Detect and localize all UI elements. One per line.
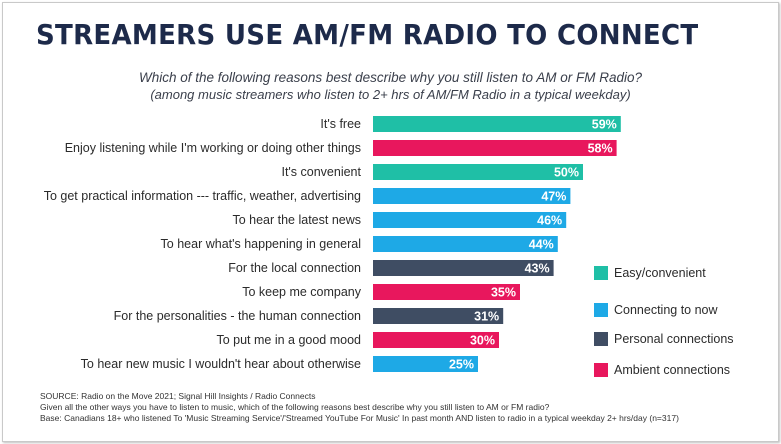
bar-value-label: 25% bbox=[449, 358, 474, 372]
bar bbox=[373, 236, 558, 252]
bar-value-label: 59% bbox=[592, 118, 617, 132]
bar bbox=[373, 188, 571, 204]
bar-value-label: 46% bbox=[537, 214, 562, 228]
bar-value-label: 30% bbox=[470, 334, 495, 348]
category-label: To hear new music I wouldn't hear about … bbox=[81, 357, 361, 371]
legend-swatch-connecting bbox=[594, 303, 608, 317]
bar-value-label: 50% bbox=[554, 166, 579, 180]
chart-subtitle-question: Which of the following reasons best desc… bbox=[139, 70, 642, 85]
bar-value-label: 47% bbox=[541, 190, 566, 204]
footer-source: SOURCE: Radio on the Move 2021; Signal H… bbox=[40, 391, 316, 401]
category-label: For the personalities - the human connec… bbox=[114, 309, 361, 323]
footer-question: Given all the other ways you have to lis… bbox=[40, 402, 550, 412]
bar-value-label: 58% bbox=[588, 142, 613, 156]
legend-swatch-ambient bbox=[594, 363, 608, 377]
bar bbox=[373, 140, 617, 156]
legend-swatch-personal bbox=[594, 332, 608, 346]
category-label: To hear the latest news bbox=[232, 213, 361, 227]
category-label: It's free bbox=[320, 117, 361, 131]
bar bbox=[373, 164, 583, 180]
category-label: To keep me company bbox=[242, 285, 362, 299]
legend-label-personal: Personal connections bbox=[614, 332, 734, 346]
bar bbox=[373, 284, 520, 300]
category-label: To get practical information --- traffic… bbox=[44, 189, 361, 203]
footer-notes: SOURCE: Radio on the Move 2021; Signal H… bbox=[40, 391, 679, 424]
legend-swatch-easy bbox=[594, 266, 608, 280]
bar-value-label: 44% bbox=[529, 238, 554, 252]
bar bbox=[373, 308, 504, 324]
chart-subtitle-base: (among music streamers who listen to 2+ … bbox=[150, 87, 631, 102]
bar-value-label: 43% bbox=[525, 262, 550, 276]
bar-value-label: 31% bbox=[474, 310, 499, 324]
bar-value-label: 35% bbox=[491, 286, 516, 300]
footer-base: Base: Canadians 18+ who listened To 'Mus… bbox=[40, 413, 679, 423]
bar bbox=[373, 116, 621, 132]
bar bbox=[373, 332, 499, 348]
bar-chart: It's free 59% Enjoy listening while I'm wo… bbox=[44, 116, 621, 372]
category-label: Enjoy listening while I'm working or doi… bbox=[65, 141, 361, 155]
category-label: To put me in a good mood bbox=[216, 333, 361, 347]
category-label: For the local connection bbox=[228, 261, 361, 275]
bar bbox=[373, 260, 554, 276]
page-title: STREAMERS USE AM/FM RADIO TO CONNECT bbox=[36, 18, 699, 51]
category-label: To hear what's happening in general bbox=[161, 237, 361, 251]
bar bbox=[373, 356, 478, 372]
legend-label-easy: Easy/convenient bbox=[614, 266, 706, 280]
category-label: It's convenient bbox=[281, 165, 361, 179]
legend-label-connecting: Connecting to now bbox=[614, 303, 718, 317]
legend-label-ambient: Ambient connections bbox=[614, 363, 731, 377]
bar bbox=[373, 212, 567, 228]
